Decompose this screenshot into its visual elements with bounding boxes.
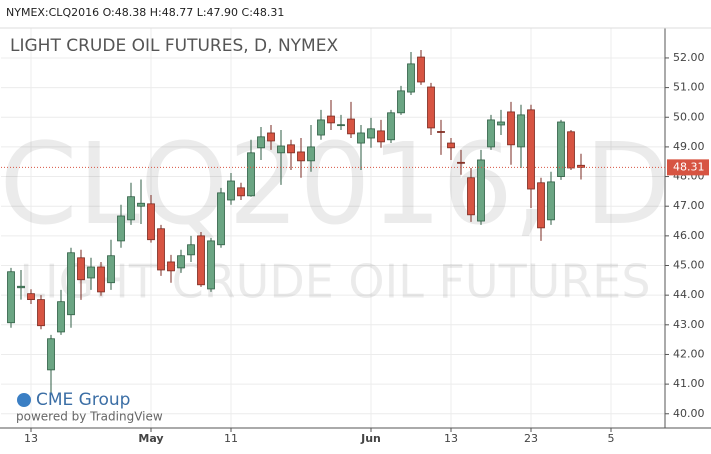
candle-body [77,257,85,281]
candle-body [237,187,245,197]
y-tick-label: 51.00 [673,81,705,94]
candle-body [377,130,385,143]
y-tick-label: 44.00 [673,288,705,301]
candle-body [427,86,435,129]
y-tick-label: 52.00 [673,51,705,64]
candle-body [487,119,495,148]
candle-body [467,177,475,216]
candle-body [367,128,375,139]
y-tick-label: 49.00 [673,140,705,153]
candle-body [97,266,105,293]
candle-body [357,132,365,144]
powered-by: powered by TradingView [16,410,163,424]
last-price-box [667,159,709,176]
candle-body [407,63,415,93]
candle-body [197,235,205,286]
x-tick-label: Jun [360,432,381,445]
candle-body [107,255,115,284]
candle-body [217,192,225,246]
candle-body [437,131,445,133]
candle-body [327,115,335,124]
x-tick-label: 13 [24,432,38,445]
candle-body [247,152,255,197]
candle-body [57,301,65,333]
y-tick-label: 43.00 [673,318,705,331]
candle-body [577,164,585,168]
candle-body [567,131,575,169]
x-tick-label: 13 [444,432,458,445]
y-tick-label: 47.00 [673,199,705,212]
y-tick-label: 46.00 [673,229,705,242]
candle-body [7,271,15,324]
candles [7,49,585,395]
candle-body [557,121,565,177]
candle-body [87,266,95,279]
candle-body [347,118,355,135]
candle-body [537,182,545,229]
y-tick-label: 42.00 [673,347,705,360]
x-tick-label: May [138,432,163,445]
candle-body [227,180,235,201]
brand-logo [17,393,31,407]
header: NYMEX:CLQ2016 O:48.38 H:48.77 L:47.90 C:… [6,6,284,19]
candle-body [207,240,215,290]
candle-body [267,132,275,142]
candle-body [137,202,145,207]
y-tick-label: 41.00 [673,377,705,390]
candle-body [457,161,465,164]
y-tick-label: 50.00 [673,110,705,123]
candle-body [507,111,515,146]
candle-body [317,119,325,136]
candle-body [387,112,395,141]
candle-body [397,90,405,114]
last-price-label: 48.31 [673,160,705,173]
candle-body [297,151,305,162]
y-tick-label: 40.00 [673,407,705,420]
candle-body [447,142,455,149]
candle-body [67,252,75,316]
candle-body [167,261,175,272]
candle-body [117,215,125,242]
candle-body [37,299,45,327]
candle-body [47,338,55,371]
y-tick-label: 45.00 [673,259,705,272]
candle-body [287,144,295,154]
x-tick-label: 23 [524,432,538,445]
candle-body [187,244,195,256]
candle-body [477,159,485,222]
watermark-subtitle: LIGHT CRUDE OIL FUTURES [19,255,650,309]
chart-title: LIGHT CRUDE OIL FUTURES, D, NYMEX [10,36,338,56]
candle-body [257,136,265,149]
candle-body [547,181,555,221]
candle-body [497,121,505,126]
candle-body [527,109,535,190]
candle-body [277,145,285,154]
candle-body [417,56,425,83]
candle-body [177,255,185,269]
candle-body [27,293,35,301]
candle-body [17,285,25,289]
x-tick-label: 5 [608,432,615,445]
candle-body [307,146,315,162]
brand: CME Group [36,390,130,410]
x-tick-label: 11 [224,432,238,445]
candle-body [517,114,525,148]
candle-body [337,124,345,127]
candle-body [147,203,155,241]
candle-body [127,196,135,221]
candle-body [157,228,165,271]
